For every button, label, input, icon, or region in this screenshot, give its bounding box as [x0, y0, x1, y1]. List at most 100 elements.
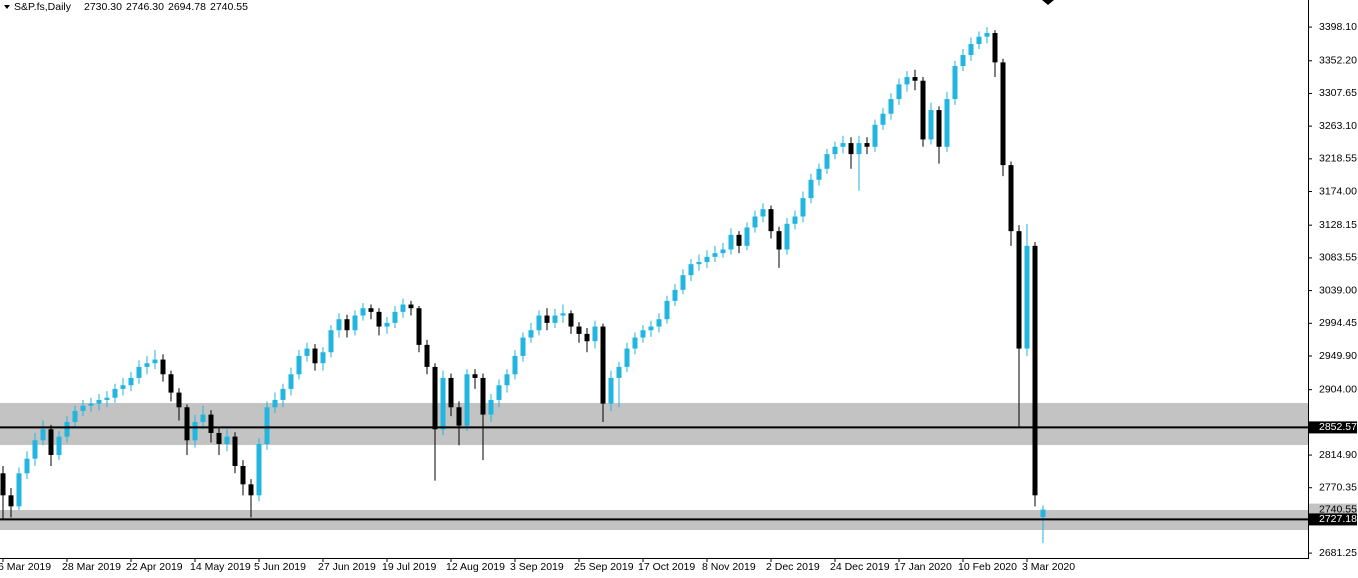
- candle-body: [280, 388, 286, 400]
- y-tick-label: 2770.35: [1319, 482, 1357, 494]
- candle-body: [40, 429, 46, 441]
- candle-body: [872, 124, 878, 147]
- chart-title: S&P.fs,Daily: [14, 1, 72, 13]
- y-tick-label: 2994.45: [1319, 317, 1357, 329]
- x-tick-label: 6 Mar 2019: [0, 561, 51, 573]
- candle-body: [344, 319, 350, 331]
- y-tick-label: 3307.65: [1319, 87, 1357, 99]
- candle-body: [264, 407, 270, 444]
- header-value: 2694.78: [168, 1, 206, 13]
- candle-body: [240, 465, 246, 485]
- price-tag: 2740.55: [1319, 503, 1357, 515]
- x-tick-label: 27 Jun 2019: [318, 561, 376, 573]
- candle-body: [992, 33, 998, 63]
- candle-body: [384, 322, 390, 327]
- candle-body: [728, 234, 734, 250]
- candle-body: [1008, 165, 1014, 232]
- x-tick-label: 14 May 2019: [190, 561, 251, 573]
- candle-body: [160, 359, 166, 375]
- candle-body: [888, 99, 894, 114]
- x-tick-label: 24 Dec 2019: [830, 561, 890, 573]
- candle-body: [224, 436, 230, 444]
- x-tick-label: 17 Oct 2019: [638, 561, 695, 573]
- x-tick-label: 12 Aug 2019: [446, 561, 505, 573]
- y-tick-label: 2904.00: [1319, 383, 1357, 395]
- candle-body: [216, 432, 222, 444]
- candle-body: [840, 143, 846, 147]
- candle-body: [896, 84, 902, 100]
- candle-body: [408, 304, 414, 309]
- candle-body: [424, 344, 430, 367]
- candle-body: [336, 319, 342, 331]
- candle-body: [616, 366, 622, 378]
- candle-body: [928, 110, 934, 140]
- marker: [1042, 0, 1054, 5]
- header-value: 2740.55: [210, 1, 248, 13]
- candle-body: [520, 337, 526, 356]
- x-tick-label: 2 Dec 2019: [766, 561, 820, 573]
- candle-body: [320, 352, 326, 364]
- candle-body: [104, 397, 110, 400]
- candle-body: [920, 80, 926, 140]
- candle-body: [608, 377, 614, 404]
- candle-body: [448, 377, 454, 408]
- header: S&P.fs,Daily: [4, 1, 72, 13]
- x-tick-label: 3 Sep 2019: [510, 561, 564, 573]
- candle-body: [1040, 509, 1046, 518]
- candle-body: [712, 253, 718, 257]
- candle-body: [568, 313, 574, 327]
- candle-body: [112, 388, 118, 398]
- price-tag-bg: [1309, 513, 1357, 526]
- candle-body: [24, 458, 30, 474]
- candle-body: [376, 311, 382, 327]
- candle-body: [752, 216, 758, 228]
- candle-body: [856, 143, 862, 155]
- y-tick-label: 3128.15: [1319, 219, 1357, 231]
- candle-body: [880, 113, 886, 125]
- x-tick-label: 17 Jan 2020: [894, 561, 952, 573]
- candle-body: [664, 300, 670, 320]
- candle-body: [912, 77, 918, 81]
- candle-body: [472, 374, 478, 378]
- candle-body: [544, 315, 550, 323]
- x-tick-label: 22 Apr 2019: [126, 561, 183, 573]
- candle-body: [1000, 62, 1006, 166]
- y-tick-label: 3174.00: [1319, 185, 1357, 197]
- candle-body: [632, 337, 638, 349]
- candle-body: [88, 403, 94, 406]
- candle-body: [72, 410, 78, 422]
- candle-body: [152, 359, 158, 364]
- y-tick-label: 2814.90: [1319, 449, 1357, 461]
- candle-body: [200, 414, 206, 422]
- candle-body: [496, 385, 502, 400]
- candle-body: [592, 326, 598, 342]
- candle-body: [944, 99, 950, 147]
- candle-body: [688, 264, 694, 276]
- candle-body: [368, 308, 374, 312]
- candle-body: [512, 355, 518, 375]
- candle-body: [976, 36, 982, 45]
- candle-body: [576, 326, 582, 334]
- candle-body: [16, 473, 22, 507]
- candle-body: [536, 315, 542, 331]
- y-tick-label: 3039.00: [1319, 284, 1357, 296]
- candle-body: [328, 330, 334, 353]
- candle-body: [1024, 245, 1030, 349]
- price-tag-bg: [1309, 503, 1357, 516]
- price-tag: 2852.57: [1319, 421, 1357, 433]
- y-tick-label: 3352.20: [1319, 55, 1357, 67]
- candle-body: [656, 319, 662, 327]
- candle-body: [0, 473, 6, 496]
- candle-body: [456, 407, 462, 426]
- candle-body: [984, 33, 990, 37]
- candle-body: [640, 330, 646, 338]
- y-tick-label: 2949.90: [1319, 350, 1357, 362]
- candle-body: [552, 315, 558, 323]
- candle-body: [816, 168, 822, 180]
- x-tick-label: 5 Jun 2019: [254, 561, 306, 573]
- candle-body: [360, 308, 366, 316]
- candle-body: [736, 234, 742, 246]
- header-value: 2730.30: [84, 1, 122, 13]
